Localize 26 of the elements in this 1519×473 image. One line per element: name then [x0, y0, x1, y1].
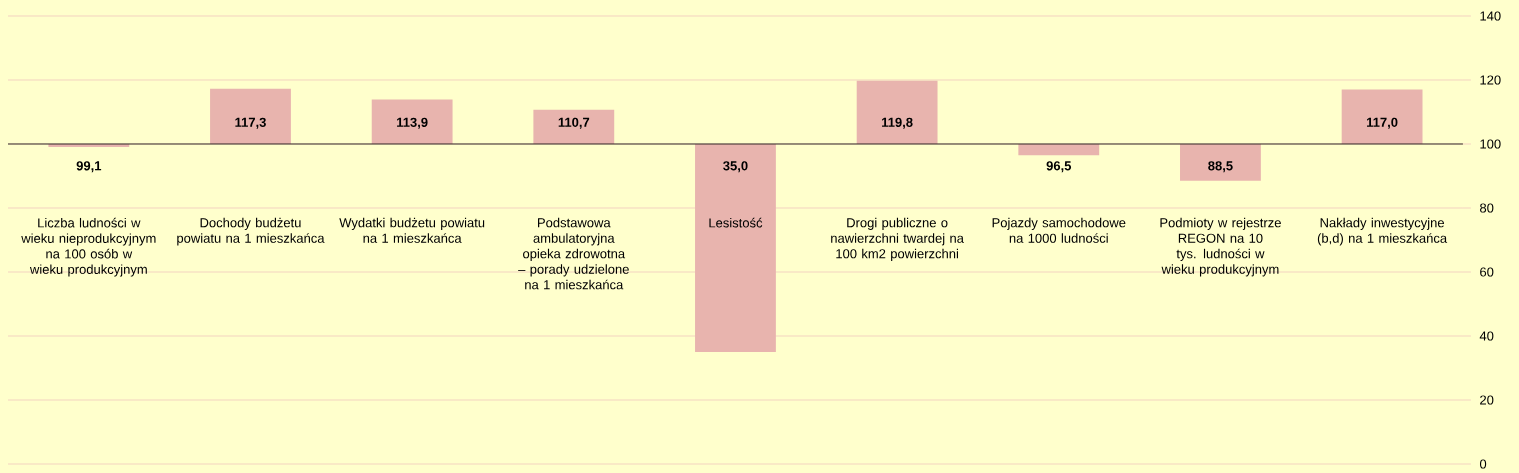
- x-tick-label: Wydatki budżetu powiatu na 1 mieszkańca: [339, 217, 485, 243]
- y-tick-label: 60: [1480, 267, 1494, 277]
- data-label: 117,0: [1367, 117, 1398, 129]
- data-label: 110,7: [558, 117, 590, 129]
- data-label: 119,8: [882, 117, 913, 129]
- x-tick-label: Pojazdy samochodowe na 1000 ludności: [992, 217, 1126, 243]
- data-label: 117,3: [235, 117, 266, 129]
- y-tick-label: 40: [1479, 331, 1494, 341]
- y-tick-label: 80: [1480, 203, 1494, 213]
- data-label: 99,1: [76, 161, 102, 173]
- y-tick-label: 100: [1480, 139, 1501, 149]
- x-tick-label: Dochody budżetu powiatu na 1 mieszkańca: [177, 217, 325, 246]
- y-tick-label: 140: [1480, 11, 1501, 21]
- x-tick-label: Drogi publiczne o nawierzchni twardej na 100 km2 powierzchni: [831, 217, 964, 261]
- y-tick-label: 0: [1479, 459, 1487, 469]
- y-tick-label: 20: [1480, 395, 1494, 405]
- data-label: 88,5: [1208, 161, 1233, 173]
- data-label: 96,5: [1046, 161, 1072, 173]
- y-tick-label: 120: [1480, 75, 1501, 85]
- x-tick-label: Podstawowa ambulatoryjna opieka zdrowotna – porady udzielone na 1 mieszkańca: [518, 217, 629, 290]
- x-tick-label: Podmioty w rejestrze REGON na 10 tys. ludności w wieku produkcyjnym: [1160, 217, 1281, 277]
- x-tick-label: Liczba ludności w wieku nieprodukcyjnym na 100 osób w wieku produkcyjnym: [21, 217, 156, 277]
- x-tick-label: Nakłady inwestycyjne (b,d) na 1 mieszkańca: [1317, 217, 1448, 246]
- x-tick-label: Lesistość: [709, 217, 763, 228]
- data-label: 35,0: [723, 161, 748, 173]
- data-label: 113,9: [397, 117, 428, 129]
